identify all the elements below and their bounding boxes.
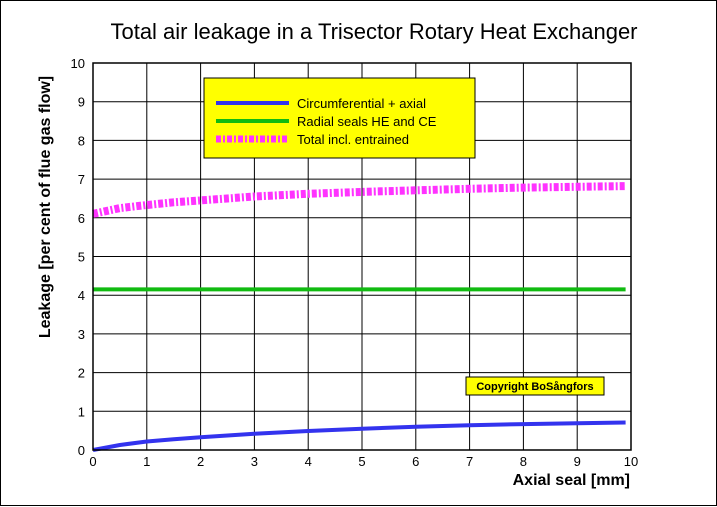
y-tick-label: 2 (78, 366, 85, 381)
y-tick-label: 5 (78, 250, 85, 265)
legend-label-radial: Radial seals HE and CE (297, 114, 437, 129)
y-tick-label: 6 (78, 211, 85, 226)
x-tick-label: 2 (197, 454, 204, 469)
y-tick-label: 9 (78, 95, 85, 110)
x-tick-label: 8 (520, 454, 527, 469)
legend-box (203, 77, 476, 159)
copyright-text: Copyright BoSångfors (476, 381, 593, 393)
y-tick-label: 10 (71, 56, 85, 71)
x-tick-label: 3 (251, 454, 258, 469)
x-tick-labels: 0 1 2 3 4 5 6 7 8 9 10 (89, 454, 638, 469)
y-axis-label: Leakage [per cent of flue gas flow] (37, 76, 54, 338)
legend-label-total: Total incl. entrained (297, 132, 409, 147)
series-circumferential-line (92, 420, 626, 452)
legend: Circumferential + axial Radial seals HE … (203, 77, 476, 159)
x-axis-label: Axial seal [mm] (513, 472, 630, 489)
series-total-line (92, 182, 626, 218)
x-tick-label: 9 (574, 454, 581, 469)
y-tick-label: 7 (78, 172, 85, 187)
series-layer (92, 182, 626, 452)
y-tick-label: 1 (78, 404, 85, 419)
y-tick-label: 0 (78, 443, 85, 458)
y-tick-label: 3 (78, 327, 85, 342)
x-tick-label: 4 (305, 454, 312, 469)
plot-border (92, 62, 632, 451)
x-tick-label: 5 (358, 454, 365, 469)
copyright-box (465, 376, 605, 396)
copyright-annotation: Copyright BoSångfors (465, 376, 605, 396)
y-tick-labels: 0 1 2 3 4 5 6 7 8 9 10 (71, 56, 85, 458)
chart-title: Total air leakage in a Trisector Rotary … (110, 19, 637, 44)
x-tick-label: 0 (89, 454, 96, 469)
x-tick-label: 6 (412, 454, 419, 469)
y-tick-label: 4 (78, 288, 85, 303)
y-tick-label: 8 (78, 133, 85, 148)
x-tick-label: 1 (143, 454, 150, 469)
x-tick-label: 7 (466, 454, 473, 469)
legend-label-circumferential: Circumferential + axial (297, 96, 426, 111)
x-tick-label: 10 (624, 454, 638, 469)
